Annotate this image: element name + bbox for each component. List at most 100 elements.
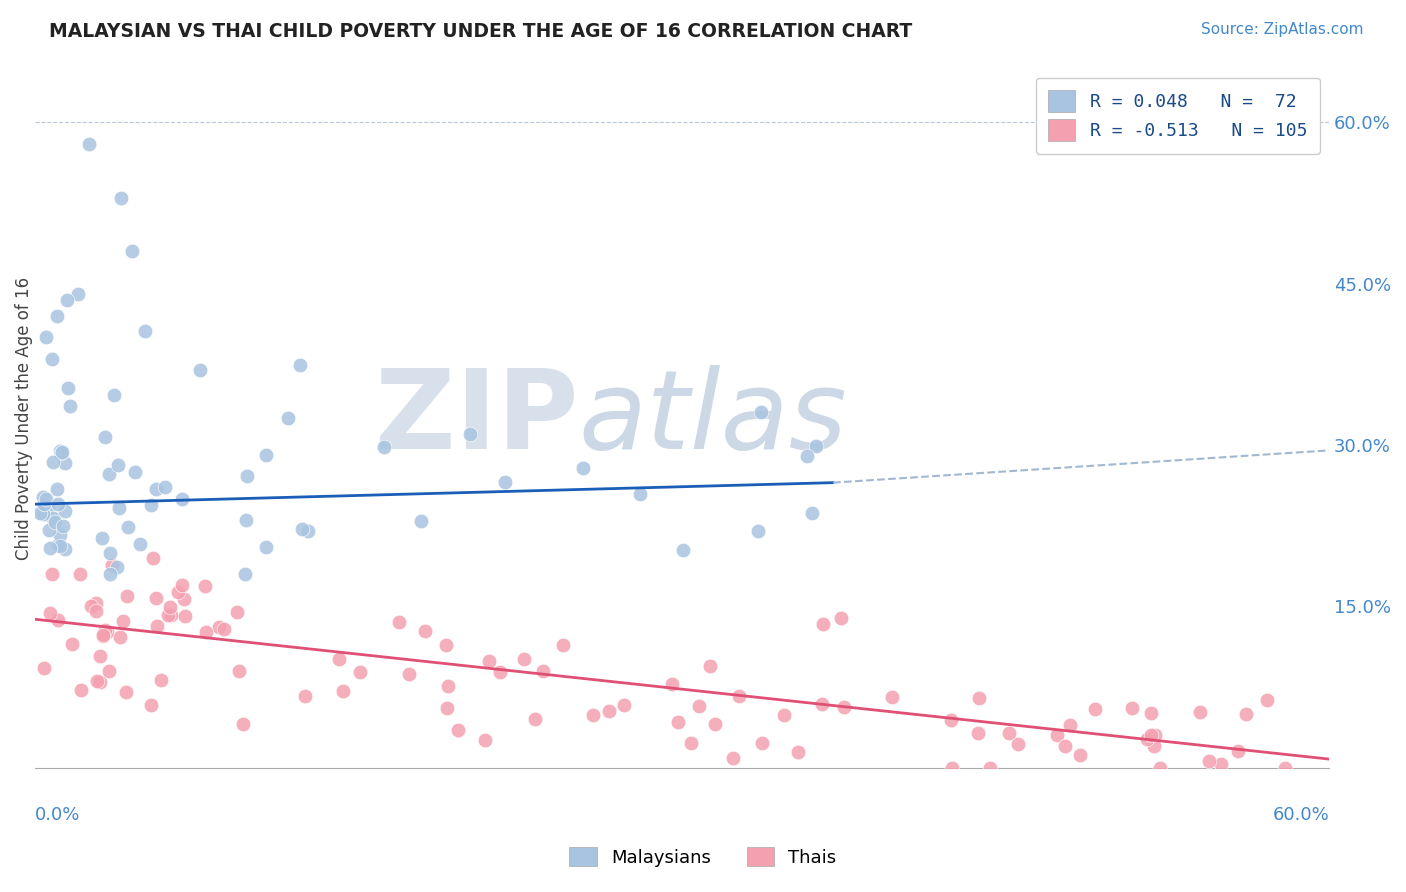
- Point: [254, 448, 277, 462]
- Point: [571, 461, 593, 475]
- Point: [582, 708, 605, 723]
- Point: [939, 713, 962, 727]
- Point: [142, 551, 165, 566]
- Point: [813, 616, 835, 631]
- Point: [1144, 728, 1167, 742]
- Point: [297, 524, 319, 539]
- Point: [1007, 737, 1029, 751]
- Point: [38, 606, 60, 620]
- Point: [613, 698, 636, 712]
- Point: [91, 629, 114, 643]
- Point: [413, 624, 436, 638]
- Point: [811, 697, 834, 711]
- Point: [53, 457, 76, 471]
- Point: [1198, 754, 1220, 768]
- Point: [80, 599, 103, 614]
- Point: [45, 482, 67, 496]
- Point: [84, 604, 107, 618]
- Point: [110, 630, 132, 644]
- Point: [41, 351, 63, 366]
- Point: [721, 751, 744, 765]
- Point: [458, 426, 481, 441]
- Point: [42, 511, 65, 525]
- Point: [437, 679, 460, 693]
- Point: [134, 324, 156, 338]
- Point: [110, 191, 132, 205]
- Point: [94, 430, 117, 444]
- Point: [153, 480, 176, 494]
- Point: [796, 449, 818, 463]
- Point: [1256, 693, 1278, 707]
- Point: [188, 363, 211, 377]
- Point: [59, 399, 82, 413]
- Point: [531, 665, 554, 679]
- Point: [107, 458, 129, 473]
- Point: [121, 244, 143, 259]
- Point: [160, 607, 183, 622]
- Point: [436, 701, 458, 715]
- Point: [86, 674, 108, 689]
- Point: [228, 664, 250, 678]
- Point: [387, 615, 409, 629]
- Point: [69, 567, 91, 582]
- Point: [49, 446, 72, 460]
- Point: [288, 359, 311, 373]
- Point: [373, 440, 395, 454]
- Point: [232, 717, 254, 731]
- Text: ZIP: ZIP: [375, 365, 578, 472]
- Point: [703, 717, 725, 731]
- Point: [141, 698, 163, 713]
- Point: [681, 735, 703, 749]
- Point: [124, 465, 146, 479]
- Point: [494, 475, 516, 489]
- Point: [1053, 739, 1076, 753]
- Point: [56, 381, 79, 395]
- Point: [114, 685, 136, 699]
- Point: [145, 482, 167, 496]
- Point: [1121, 700, 1143, 714]
- Point: [129, 537, 152, 551]
- Legend: R = 0.048   N =  72, R = -0.513   N = 105: R = 0.048 N = 72, R = -0.513 N = 105: [1036, 78, 1320, 154]
- Point: [49, 539, 72, 553]
- Point: [174, 609, 197, 624]
- Point: [41, 567, 63, 582]
- Point: [53, 504, 76, 518]
- Point: [115, 589, 138, 603]
- Point: [139, 498, 162, 512]
- Point: [212, 622, 235, 636]
- Point: [1226, 744, 1249, 758]
- Point: [52, 519, 75, 533]
- Point: [41, 455, 63, 469]
- Point: [98, 567, 121, 582]
- Point: [31, 490, 53, 504]
- Point: [967, 691, 990, 706]
- Point: [254, 540, 277, 554]
- Point: [1149, 761, 1171, 775]
- Point: [236, 468, 259, 483]
- Point: [671, 543, 693, 558]
- Point: [39, 541, 62, 556]
- Point: [751, 736, 773, 750]
- Point: [773, 707, 796, 722]
- Point: [84, 596, 107, 610]
- Point: [997, 726, 1019, 740]
- Point: [100, 558, 122, 572]
- Point: [194, 579, 217, 593]
- Point: [332, 683, 354, 698]
- Point: [1140, 706, 1163, 721]
- Point: [117, 520, 139, 534]
- Point: [46, 538, 69, 552]
- Point: [661, 676, 683, 690]
- Point: [830, 611, 852, 625]
- Point: [294, 689, 316, 703]
- Point: [291, 522, 314, 536]
- Point: [749, 405, 772, 419]
- Point: [45, 309, 67, 323]
- Point: [628, 486, 651, 500]
- Point: [1211, 757, 1233, 772]
- Point: [1084, 701, 1107, 715]
- Point: [235, 513, 257, 527]
- Point: [48, 528, 70, 542]
- Point: [46, 498, 69, 512]
- Point: [1136, 731, 1159, 746]
